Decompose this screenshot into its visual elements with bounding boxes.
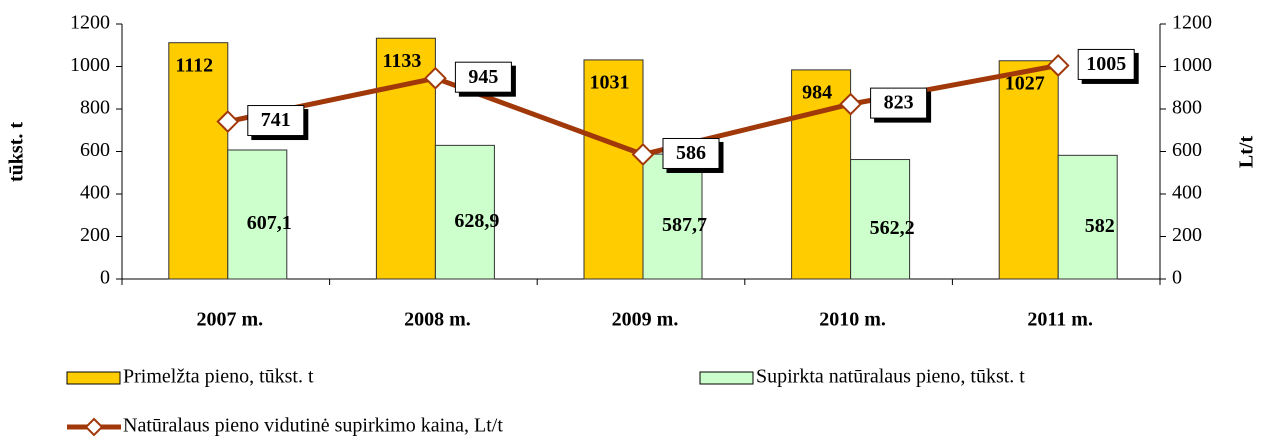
data-label: 628,9	[454, 210, 499, 232]
marker	[631, 143, 655, 166]
data-label: 1027	[1005, 72, 1045, 94]
bar	[998, 60, 1059, 280]
data-label: 1031	[590, 72, 630, 94]
label-box	[662, 137, 720, 169]
bar	[227, 149, 288, 280]
y2-tick-label: 0	[1172, 267, 1182, 289]
legend-label: Natūralaus pieno vidutinė supirkimo kain…	[123, 415, 503, 437]
label-box	[454, 61, 512, 93]
legend-label: Primelžta pieno, tūkst. t	[123, 366, 314, 388]
label-box	[1077, 48, 1135, 80]
bar	[375, 37, 436, 280]
x-tick-label: 2008 m.	[404, 309, 471, 331]
bar	[1057, 154, 1118, 280]
x-tick-label: 2011 m.	[1027, 309, 1093, 331]
x-tick-label: 2010 m.	[819, 309, 886, 331]
y2-tick-label: 400	[1172, 182, 1202, 204]
marker	[1046, 54, 1070, 77]
data-label: 587,7	[662, 214, 707, 236]
marker	[216, 110, 240, 133]
y-tick-label: 0	[100, 267, 110, 289]
y-tick-label: 600	[80, 139, 110, 161]
y2-tick-label: 200	[1172, 224, 1202, 246]
y2-tick-label: 1000	[1172, 54, 1212, 76]
data-label: 741	[261, 109, 291, 131]
data-label: 607,1	[247, 212, 292, 234]
bar	[583, 59, 644, 280]
y-tick-label: 800	[80, 97, 110, 119]
bar	[642, 153, 703, 280]
data-label: 562,2	[870, 217, 915, 239]
y-tick-label: 1200	[70, 12, 110, 34]
y-tick-label: 400	[80, 182, 110, 204]
data-label: 945	[468, 66, 498, 88]
data-label: 1133	[382, 50, 421, 72]
marker	[423, 66, 447, 90]
y2-tick-label: 1200	[1172, 12, 1212, 34]
data-label: 586	[676, 142, 706, 164]
legend-label: Supirkta natūralaus pieno, tūkst. t	[756, 366, 1025, 388]
legend-swatch	[699, 371, 754, 385]
bar	[434, 144, 495, 280]
x-tick-label: 2009 m.	[612, 309, 679, 331]
y2-tick-label: 800	[1172, 97, 1202, 119]
y-tick-label: 200	[80, 224, 110, 246]
y-axis-label: tūkst. t	[6, 122, 28, 182]
y-tick-label: 1000	[70, 54, 110, 76]
y2-axis-label: Lt/t	[1236, 136, 1258, 169]
data-label: 984	[802, 81, 832, 103]
data-label: 1005	[1086, 53, 1126, 75]
bar	[850, 159, 911, 280]
marker	[839, 92, 863, 116]
legend-swatch	[66, 371, 121, 385]
y2-tick-label: 600	[1172, 139, 1202, 161]
x-tick-label: 2007 m.	[196, 309, 263, 331]
legend-swatch	[84, 417, 104, 437]
label-box	[870, 87, 928, 119]
label-box	[247, 105, 305, 137]
data-label: 582	[1085, 215, 1115, 237]
bar	[168, 42, 229, 280]
data-label: 823	[884, 92, 914, 114]
data-label: 1112	[175, 54, 213, 76]
